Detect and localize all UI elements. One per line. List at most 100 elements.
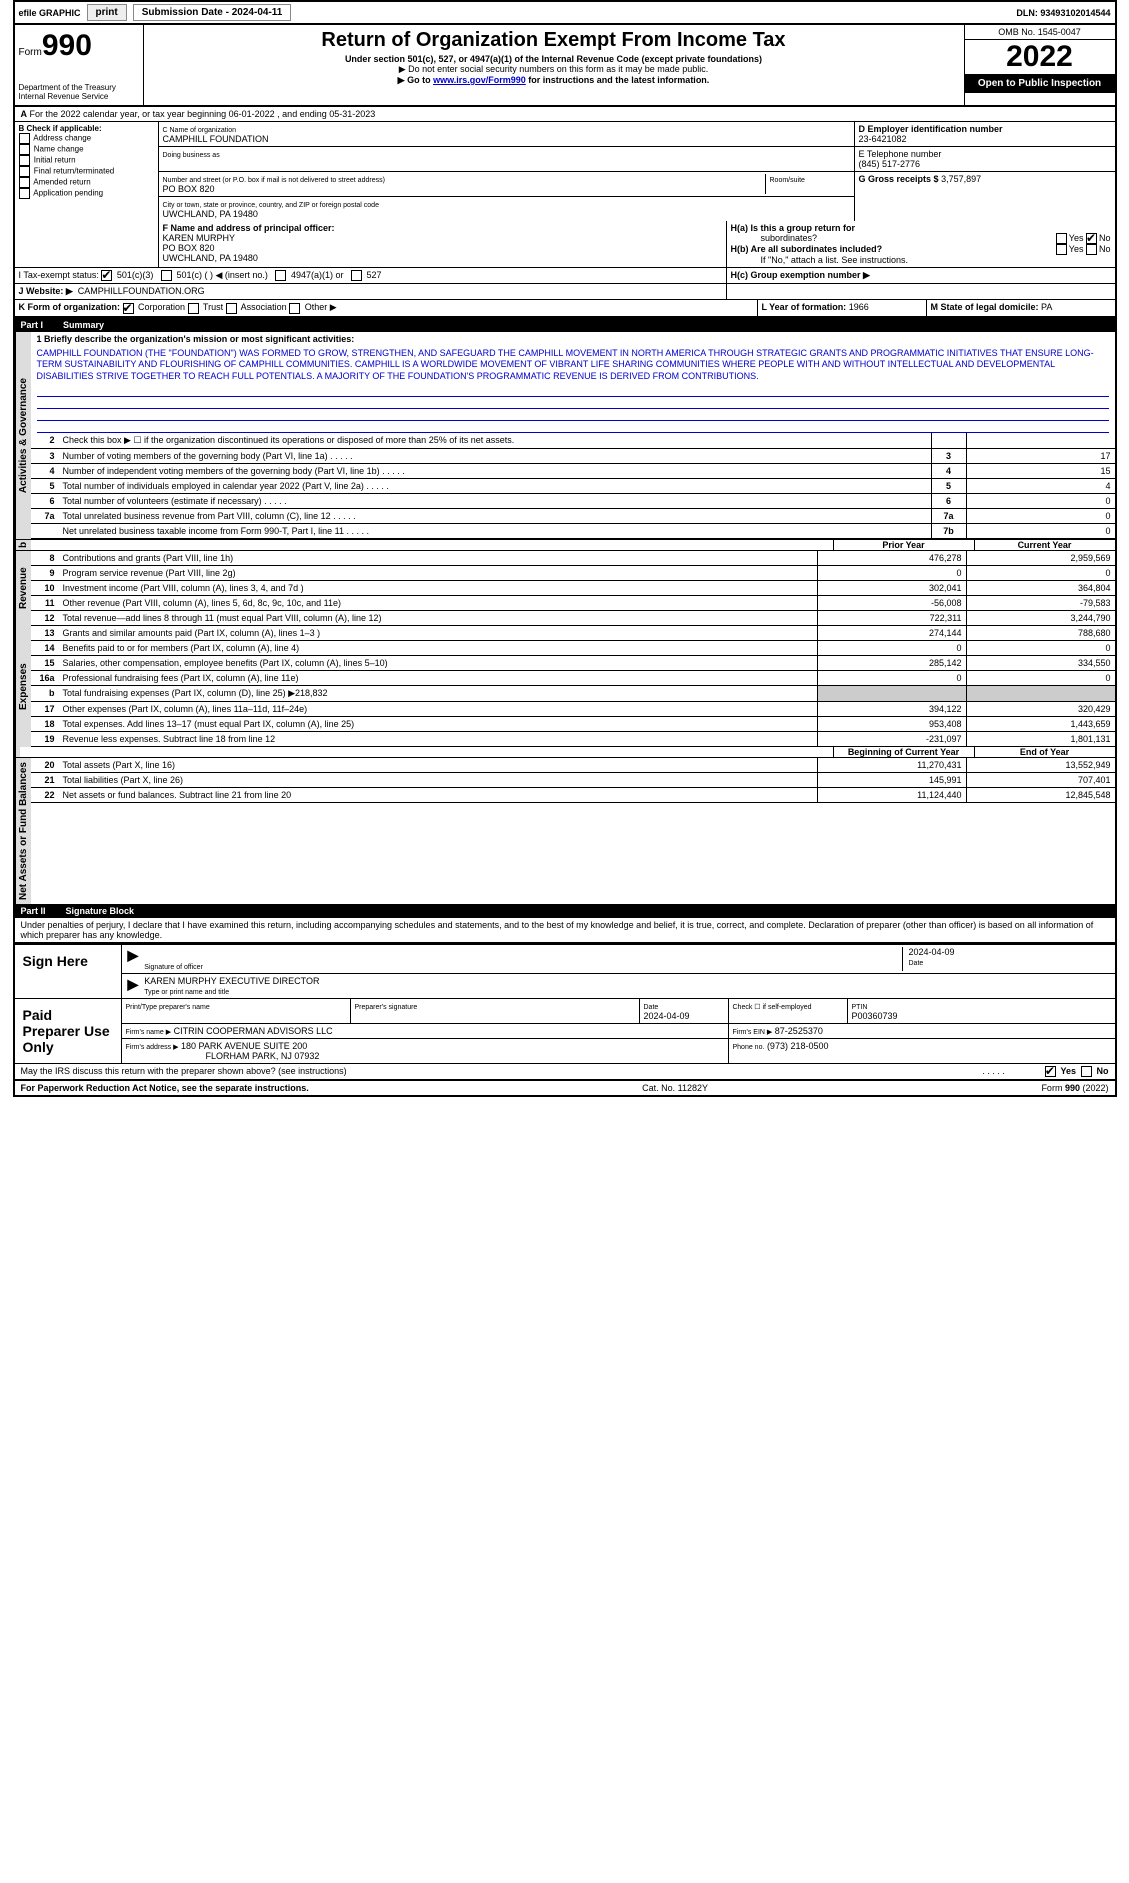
firm-ein: 87-2525370 bbox=[775, 1026, 823, 1036]
checkbox-corp[interactable] bbox=[123, 303, 134, 314]
dept-label: Department of the Treasury bbox=[19, 83, 139, 92]
rev-header: b Prior Year Current Year bbox=[15, 540, 1115, 551]
data-row: Net unrelated business taxable income fr… bbox=[31, 524, 1115, 539]
data-row: 14Benefits paid to or for members (Part … bbox=[31, 641, 1115, 656]
part1-header: Part ISummary bbox=[15, 318, 1115, 332]
phone: (845) 517-2776 bbox=[859, 159, 921, 169]
checkbox-application-pending[interactable] bbox=[19, 188, 30, 199]
data-row: 3Number of voting members of the governi… bbox=[31, 449, 1115, 464]
checkbox-address-change[interactable] bbox=[19, 133, 30, 144]
dln: DLN: 93493102014544 bbox=[1016, 8, 1110, 18]
checkbox-discuss-no[interactable] bbox=[1081, 1066, 1092, 1077]
governance-block: Activities & Governance 1 Briefly descri… bbox=[15, 332, 1115, 540]
omb-number: OMB No. 1545-0047 bbox=[965, 25, 1115, 40]
officer-printed-name: KAREN MURPHY EXECUTIVE DIRECTOR bbox=[144, 976, 319, 986]
gross-receipts: 3,757,897 bbox=[941, 174, 981, 184]
footer: For Paperwork Reduction Act Notice, see … bbox=[15, 1080, 1115, 1095]
section-b: B Check if applicable: Address change Na… bbox=[15, 122, 159, 221]
checkbox-501c3[interactable] bbox=[101, 270, 112, 281]
form-990: efile GRAPHIC print Submission Date - 20… bbox=[13, 0, 1117, 1097]
data-row: 4Number of independent voting members of… bbox=[31, 464, 1115, 479]
ptin: P00360739 bbox=[852, 1011, 898, 1021]
checkbox-discuss-yes[interactable] bbox=[1045, 1066, 1056, 1077]
org-city: UWCHLAND, PA 19480 bbox=[163, 209, 258, 219]
section-a: A For the 2022 calendar year, or tax yea… bbox=[15, 107, 1115, 122]
tax-year: 2022 bbox=[965, 40, 1115, 74]
data-row: 13Grants and similar amounts paid (Part … bbox=[31, 626, 1115, 641]
checkbox-name-change[interactable] bbox=[19, 144, 30, 155]
checkbox-other[interactable] bbox=[289, 303, 300, 314]
firm-name: CITRIN COOPERMAN ADVISORS LLC bbox=[174, 1026, 333, 1036]
org-info-grid: B Check if applicable: Address change Na… bbox=[15, 122, 1115, 221]
data-row: 16aProfessional fundraising fees (Part I… bbox=[31, 671, 1115, 686]
data-row: 15Salaries, other compensation, employee… bbox=[31, 656, 1115, 671]
current-year-header: Current Year bbox=[974, 540, 1115, 550]
data-row: bTotal fundraising expenses (Part IX, co… bbox=[31, 686, 1115, 702]
checkbox-501c[interactable] bbox=[161, 270, 172, 281]
sign-section: Sign Here ▶ Signature of officer 2024-04… bbox=[15, 943, 1115, 998]
data-row: 7aTotal unrelated business revenue from … bbox=[31, 509, 1115, 524]
section-klm: K Form of organization: Corporation Trus… bbox=[15, 300, 1115, 317]
vert-governance: Activities & Governance bbox=[15, 332, 31, 539]
checkbox-4947[interactable] bbox=[275, 270, 286, 281]
checkbox-final-return[interactable] bbox=[19, 166, 30, 177]
top-bar: efile GRAPHIC print Submission Date - 20… bbox=[15, 2, 1115, 25]
firm-address: 180 PARK AVENUE SUITE 200 bbox=[181, 1041, 307, 1051]
form-subtitle: Under section 501(c), 527, or 4947(a)(1)… bbox=[154, 54, 954, 64]
data-row: 8Contributions and grants (Part VIII, li… bbox=[31, 551, 1115, 566]
expenses-block: Expenses 13Grants and similar amounts pa… bbox=[15, 626, 1115, 747]
checkbox-assoc[interactable] bbox=[226, 303, 237, 314]
submission-date: Submission Date - 2024-04-11 bbox=[133, 4, 292, 21]
org-name: CAMPHILL FOUNDATION bbox=[163, 134, 269, 144]
checkbox-ha-no[interactable] bbox=[1086, 233, 1097, 244]
checkbox-527[interactable] bbox=[351, 270, 362, 281]
ein: 23-6421082 bbox=[859, 134, 907, 144]
checkbox-initial-return[interactable] bbox=[19, 155, 30, 166]
org-address: PO BOX 820 bbox=[163, 184, 215, 194]
vert-expenses: Expenses bbox=[15, 626, 31, 747]
data-row: 5Total number of individuals employed in… bbox=[31, 479, 1115, 494]
data-row: 2Check this box ▶ ☐ if the organization … bbox=[31, 433, 1115, 449]
instructions-link: ▶ Go to www.irs.gov/Form990 for instruct… bbox=[154, 75, 954, 86]
sign-here-label: Sign Here bbox=[15, 945, 122, 998]
part2-header: Part IISignature Block bbox=[15, 904, 1115, 918]
checkbox-amended[interactable] bbox=[19, 177, 30, 188]
section-i: I Tax-exempt status: 501(c)(3) 501(c) ( … bbox=[15, 268, 1115, 284]
section-f-h: F Name and address of principal officer:… bbox=[15, 221, 1115, 268]
data-row: 21Total liabilities (Part X, line 26)145… bbox=[31, 773, 1115, 788]
form-number: Form990 bbox=[19, 29, 139, 63]
checkbox-trust[interactable] bbox=[188, 303, 199, 314]
arrow-icon: ▶ bbox=[128, 976, 139, 996]
form-header: Form990 Department of the Treasury Inter… bbox=[15, 25, 1115, 107]
sign-date: 2024-04-09 bbox=[909, 947, 955, 957]
mission-text: CAMPHILL FOUNDATION (THE "FOUNDATION") W… bbox=[31, 346, 1115, 385]
irs-label: Internal Revenue Service bbox=[19, 92, 139, 101]
officer-name: KAREN MURPHY bbox=[163, 233, 236, 243]
form-title: Return of Organization Exempt From Incom… bbox=[154, 29, 954, 52]
ssn-note: ▶ Do not enter social security numbers o… bbox=[154, 64, 954, 75]
irs-link[interactable]: www.irs.gov/Form990 bbox=[433, 75, 526, 85]
prep-date: 2024-04-09 bbox=[644, 1011, 690, 1021]
data-row: 9Program service revenue (Part VIII, lin… bbox=[31, 566, 1115, 581]
print-button[interactable]: print bbox=[87, 4, 127, 21]
state-domicile: PA bbox=[1041, 302, 1052, 312]
data-row: 18Total expenses. Add lines 13–17 (must … bbox=[31, 717, 1115, 732]
checkbox-ha-yes[interactable] bbox=[1056, 233, 1067, 244]
revenue-block: Revenue 8Contributions and grants (Part … bbox=[15, 551, 1115, 626]
section-c: C Name of organization CAMPHILL FOUNDATI… bbox=[159, 122, 854, 221]
arrow-icon: ▶ bbox=[128, 947, 139, 971]
na-header: Beginning of Current Year End of Year bbox=[15, 747, 1115, 758]
data-row: 11Other revenue (Part VIII, column (A), … bbox=[31, 596, 1115, 611]
data-row: 17Other expenses (Part IX, column (A), l… bbox=[31, 702, 1115, 717]
checkbox-hb-no[interactable] bbox=[1086, 244, 1097, 255]
inspection-label: Open to Public Inspection bbox=[965, 74, 1115, 93]
vert-netassets: Net Assets or Fund Balances bbox=[15, 758, 31, 904]
netassets-block: Net Assets or Fund Balances 20Total asse… bbox=[15, 758, 1115, 904]
perjury-text: Under penalties of perjury, I declare th… bbox=[15, 918, 1115, 943]
discuss-row: May the IRS discuss this return with the… bbox=[15, 1063, 1115, 1080]
prior-year-header: Prior Year bbox=[833, 540, 974, 550]
paid-preparer-section: Paid Preparer Use Only Print/Type prepar… bbox=[15, 998, 1115, 1063]
checkbox-hb-yes[interactable] bbox=[1056, 244, 1067, 255]
data-row: 19Revenue less expenses. Subtract line 1… bbox=[31, 732, 1115, 747]
data-row: 20Total assets (Part X, line 16)11,270,4… bbox=[31, 758, 1115, 773]
